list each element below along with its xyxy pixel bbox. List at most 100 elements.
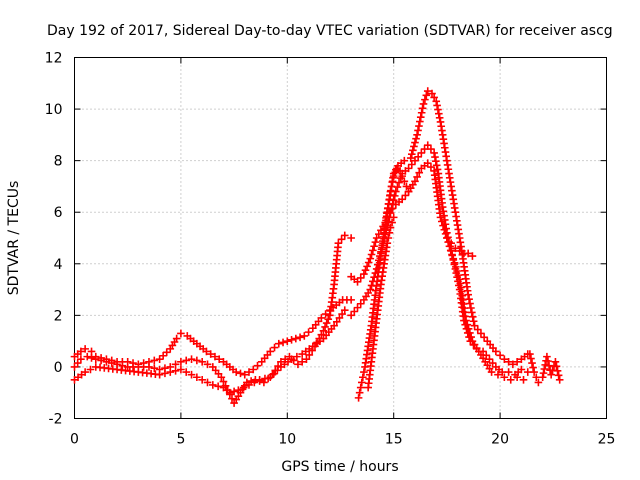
data-point: [217, 373, 226, 382]
data-point: [543, 352, 551, 361]
data-point: [480, 333, 488, 342]
data-point: [513, 357, 521, 366]
data-point: [448, 250, 456, 259]
data-point: [214, 370, 223, 378]
x-axis-title: GPS time / hours: [281, 459, 398, 475]
data-point: [203, 360, 212, 369]
data-point: [145, 363, 153, 371]
data-point: [309, 324, 317, 333]
data-point: [172, 334, 181, 343]
data-point: [364, 258, 373, 267]
data-point: [317, 314, 326, 322]
data-point: [319, 327, 328, 335]
chart-title: Day 192 of 2017, Sidereal Day-to-day VTE…: [47, 23, 613, 39]
axes: [74, 57, 607, 419]
data-point: [250, 378, 259, 387]
data-point: [360, 368, 368, 376]
data-point: [257, 357, 266, 366]
data-point: [509, 360, 517, 369]
data-point: [553, 366, 562, 375]
data-point: [287, 336, 296, 344]
data-point: [406, 154, 415, 162]
data-point: [383, 239, 392, 247]
data-point: [292, 334, 300, 343]
data-point: [203, 378, 212, 387]
data-point: [506, 376, 515, 384]
data-point: [293, 352, 301, 361]
data-point: [219, 377, 228, 386]
data-point: [296, 333, 304, 342]
data-point: [414, 152, 422, 161]
data-point: [454, 271, 463, 279]
data-point: [423, 141, 432, 149]
data-point: [453, 267, 461, 275]
data-point: [519, 376, 528, 384]
data-point: [451, 244, 460, 253]
data-point: [274, 339, 283, 348]
y-tick-label: 0: [54, 360, 63, 376]
data-point: [239, 383, 248, 392]
data-point: [334, 239, 343, 247]
data-point: [446, 246, 455, 255]
data-point: [240, 370, 249, 379]
data-point: [423, 159, 432, 168]
data-point: [214, 382, 222, 391]
data-point: [410, 142, 418, 151]
data-point: [423, 87, 432, 95]
data-point: [177, 365, 185, 374]
data-point: [287, 355, 296, 363]
data-point: [283, 337, 292, 345]
data-point: [330, 321, 338, 330]
data-point: [81, 368, 89, 376]
data-point: [417, 108, 426, 117]
data-point: [91, 355, 100, 363]
data-point: [401, 191, 410, 200]
data-point: [555, 376, 564, 384]
series-track-mid: [347, 141, 532, 379]
data-point: [366, 254, 375, 263]
data-point: [363, 262, 371, 271]
data-point: [350, 307, 359, 316]
data-point: [228, 394, 236, 403]
data-point: [402, 182, 411, 191]
data-point: [347, 296, 355, 304]
data-point: [436, 213, 445, 222]
data-point: [340, 231, 349, 240]
data-point: [467, 304, 475, 312]
data-point: [467, 333, 475, 341]
data-point: [470, 321, 479, 330]
data-point: [366, 285, 375, 294]
data-point: [440, 225, 449, 234]
data-point: [407, 160, 416, 169]
data-point: [263, 351, 272, 359]
data-point: [355, 388, 364, 397]
x-tick-label: 25: [598, 432, 616, 448]
data-point: [449, 254, 458, 263]
data-point: [215, 355, 224, 363]
data-point: [443, 234, 451, 242]
data-point: [477, 329, 485, 338]
data-point: [389, 172, 398, 180]
data-point: [294, 360, 302, 369]
data-point: [469, 317, 478, 326]
y-axis-title: SDTVAR / TECUs: [6, 181, 22, 296]
data-point: [398, 172, 407, 180]
data-point: [415, 168, 424, 177]
y-tick-label: -2: [49, 412, 63, 428]
data-point: [70, 363, 79, 371]
data-point: [118, 361, 127, 370]
y-tick-label: 12: [45, 51, 63, 67]
data-point: [209, 363, 217, 371]
data-point: [498, 368, 507, 376]
data-point: [464, 324, 473, 333]
data-point: [97, 356, 105, 365]
data-point: [544, 357, 552, 365]
series-track-rising-2: [364, 213, 398, 392]
data-point: [177, 329, 185, 338]
data-point: [485, 355, 494, 363]
data-point: [538, 373, 547, 382]
data-point: [161, 369, 169, 378]
data-point: [261, 374, 269, 383]
data-point: [162, 348, 171, 357]
data-point: [468, 313, 477, 321]
